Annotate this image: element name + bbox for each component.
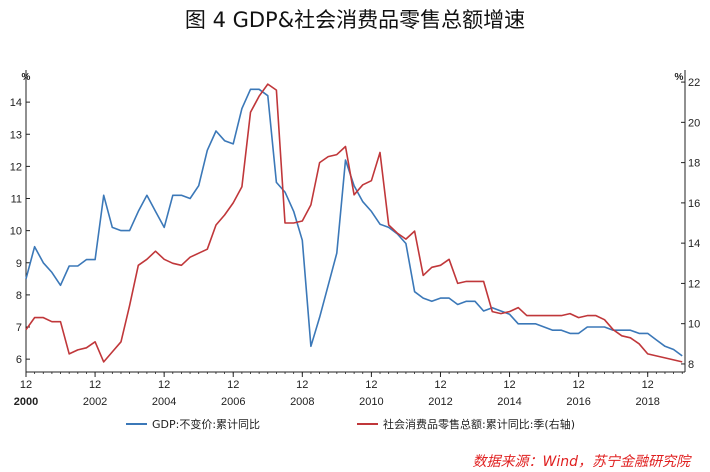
x-tick-month: 12 [296,379,308,391]
left-tick-label: 8 [16,290,22,302]
x-tick-year: 2004 [152,396,176,408]
x-tick-month: 12 [158,379,170,391]
right-tick-label: 14 [688,238,700,250]
left-tick-label: 6 [16,354,22,366]
right-tick-label: 22 [688,77,700,89]
x-tick-year: 2014 [497,396,521,408]
left-tick-label: 7 [16,322,22,334]
left-tick-label: 12 [10,161,22,173]
right-tick-label: 8 [688,359,694,371]
x-tick-month: 12 [365,379,377,391]
left-tick-label: 10 [10,226,22,238]
x-tick-month: 12 [20,379,32,391]
right-tick-label: 20 [688,117,700,129]
right-axis-unit: % [675,72,684,83]
x-tick-year: 2012 [428,396,452,408]
x-tick-year: 2000 [14,396,38,408]
x-tick-year: 2002 [83,396,107,408]
chart-title: 图 4 GDP&社会消费品零售总额增速 [185,8,525,32]
left-axis: % 6 7 8 9 10 11 12 13 14 [10,72,31,366]
left-tick-label: 14 [10,97,22,109]
series-layer [25,83,683,363]
right-tick-label: 10 [688,319,700,331]
left-tick-label: 13 [10,129,22,141]
x-tick-month: 12 [89,379,101,391]
right-tick-label: 12 [688,278,700,290]
legend-label-retail: 社会消费品零售总额:累计同比:季(右轴) [383,417,575,431]
right-tick-label: 16 [688,198,700,210]
left-tick-label: 9 [16,258,22,270]
legend-label-gdp: GDP:不变价:累计同比 [152,417,260,431]
x-tick-year: 2006 [221,396,245,408]
plot-area [25,70,686,373]
x-tick-month: 12 [227,379,239,391]
legend: GDP:不变价:累计同比 社会消费品零售总额:累计同比:季(右轴) [126,417,575,431]
x-tick-year: 2018 [635,396,659,408]
x-axis: 12 2000 12 2002 12 2004 12 2006 12 2008 12 2010 12 20… [14,372,683,408]
left-axis-unit: % [22,72,31,83]
series-line-retail [25,83,683,363]
source-note: 数据来源：Wind，苏宁金融研究院 [473,454,692,470]
x-tick-year: 2008 [290,396,314,408]
left-tick-label: 11 [11,194,22,206]
x-tick-month: 12 [434,379,446,391]
right-axis: % 8 10 12 14 16 18 20 22 [675,72,701,371]
x-tick-month: 12 [503,379,515,391]
x-tick-month: 12 [642,379,654,391]
x-tick-year: 2016 [566,396,590,408]
series-line-gdp [25,88,683,357]
right-tick-label: 18 [688,158,700,170]
x-tick-year: 2010 [359,396,383,408]
x-tick-month: 12 [572,379,584,391]
